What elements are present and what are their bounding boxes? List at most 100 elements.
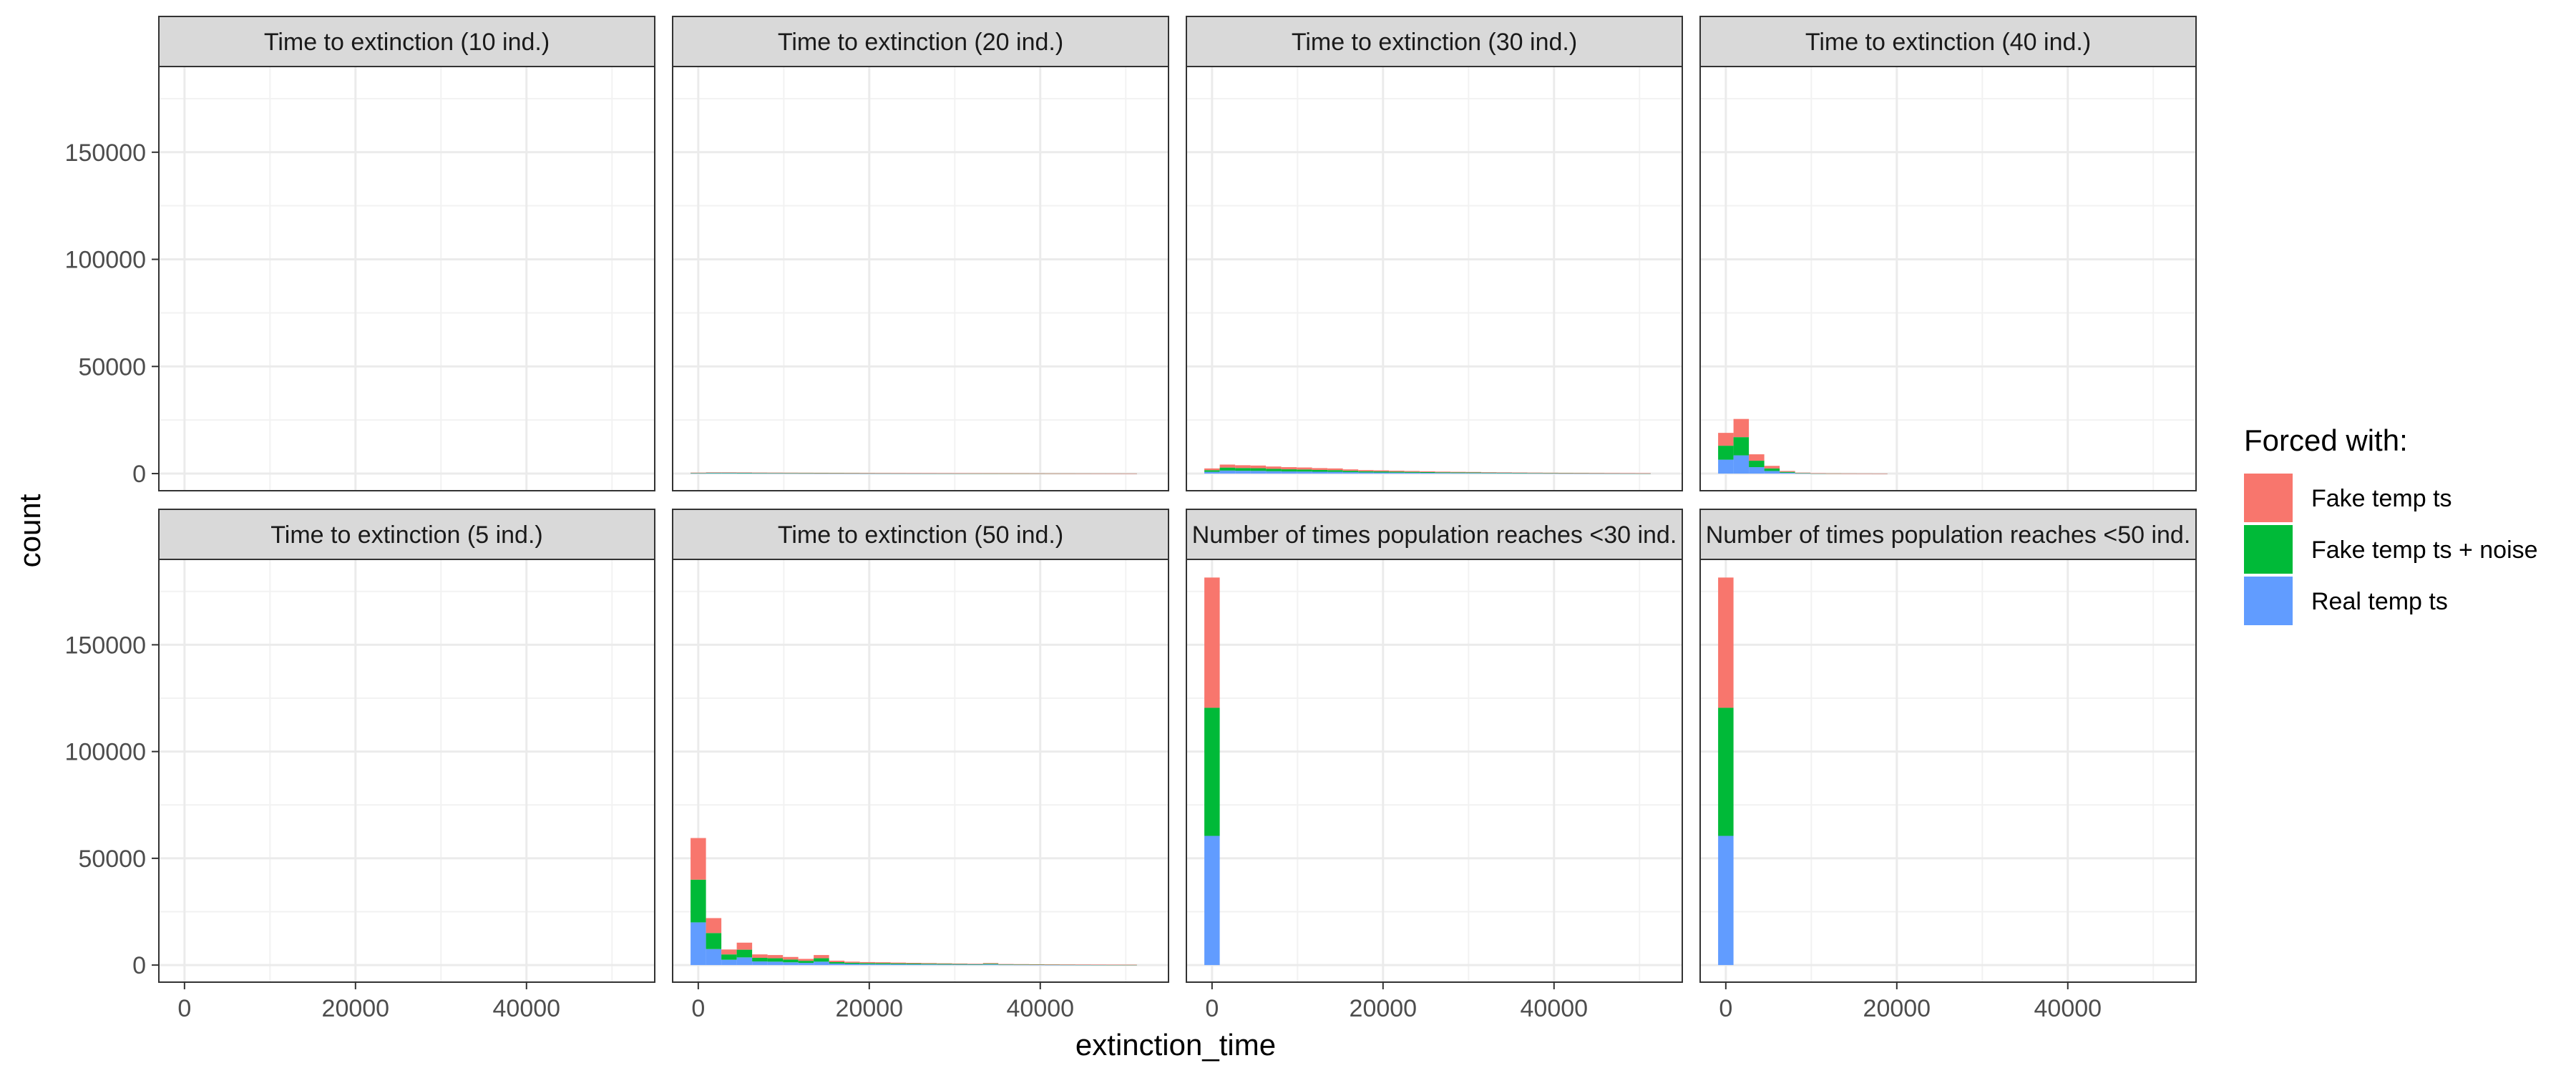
facet-panel-5: Time to extinction (5 ind.) (158, 509, 655, 983)
bar-fake-temp-ts-bin-20 (1496, 472, 1513, 473)
bar-real-temp-ts-bin-13 (1389, 472, 1405, 474)
facet-strip (672, 16, 1169, 67)
bar-fake-temp-ts-noise-bin-2 (706, 933, 722, 949)
panel-background (1700, 559, 2196, 982)
bar-real-temp-ts-bin-11 (844, 964, 860, 966)
bar-fake-temp-ts-noise-bin-7 (783, 473, 799, 474)
x-tick-label: 0 (691, 995, 705, 1022)
bar-real-temp-ts-bin-19 (967, 964, 983, 966)
bar-real-temp-ts-bin-15 (1420, 472, 1435, 474)
bar-fake-temp-ts-noise-bin-3 (721, 472, 737, 474)
bar-fake-temp-ts-noise-bin-18 (1465, 472, 1482, 474)
facet-panel-1: Time to extinction (10 ind.) (158, 16, 655, 491)
bar-fake-temp-ts-noise-bin-19 (967, 964, 983, 965)
bar-fake-temp-ts-bin-10 (1342, 469, 1359, 471)
facet-panel-6: Time to extinction (50 ind.) (672, 509, 1169, 983)
bar-fake-temp-ts-bin-3 (1749, 454, 1765, 461)
bar-real-temp-ts-bin-5 (1780, 472, 1795, 474)
bar-fake-temp-ts-noise-bin-9 (1327, 470, 1343, 472)
facet-strip (1699, 509, 2197, 560)
bar-fake-temp-ts-bin-13 (875, 962, 891, 964)
x-tick-label: 20000 (1863, 995, 1931, 1022)
facet-strip-title: Time to extinction (40 ind.) (1805, 29, 2091, 56)
bar-fake-temp-ts-bin-13 (875, 473, 891, 474)
bar-fake-temp-ts-bin-14 (890, 962, 907, 964)
bar-fake-temp-ts-noise-bin-21 (998, 964, 1014, 965)
bar-real-temp-ts-bin-20 (1496, 473, 1513, 474)
bar-fake-temp-ts-bin-27 (1091, 964, 1106, 966)
bar-fake-temp-ts-bin-24 (1558, 473, 1574, 474)
bar-fake-temp-ts-noise-bin-1 (1204, 470, 1220, 472)
bar-real-temp-ts-bin-10 (1342, 472, 1359, 474)
bar-real-temp-ts-bin-2 (706, 949, 722, 966)
y-tick-label: 150000 (65, 632, 146, 659)
bar-fake-temp-ts-noise-bin-3 (721, 954, 737, 960)
facet-panel-3: Time to extinction (30 ind.) (1186, 16, 1683, 491)
panel-border (672, 559, 1169, 983)
panel-border (1699, 559, 2197, 983)
bar-real-temp-ts-bin-1 (691, 922, 706, 966)
bar-real-temp-ts-bin-18 (952, 964, 968, 966)
panel-background (159, 559, 655, 982)
legend-item-fake-temp-ts: Fake temp ts (2244, 474, 2452, 522)
panel-border (158, 559, 655, 983)
bar-fake-temp-ts-bin-17 (1450, 471, 1466, 473)
bar-fake-temp-ts-bin-4 (1250, 465, 1267, 469)
bar-real-temp-ts-bin-2 (1733, 455, 1750, 474)
bar-fake-temp-ts-bin-14 (890, 473, 907, 474)
bar-fake-temp-ts-bin-2 (1733, 418, 1750, 438)
bar-fake-temp-ts-bin-15 (906, 473, 922, 474)
bar-fake-temp-ts-noise-bin-6 (1795, 473, 1811, 474)
bar-fake-temp-ts-noise-bin-19 (1481, 472, 1497, 474)
panel-background (1186, 559, 1682, 982)
x-tick-label: 40000 (493, 995, 561, 1022)
bar-fake-temp-ts-bin-20 (982, 963, 999, 964)
bar-fake-temp-ts-noise-bin-4 (1250, 468, 1267, 471)
bar-fake-temp-ts-bin-2 (1219, 464, 1236, 468)
bar-fake-temp-ts-noise-bin-13 (875, 963, 891, 964)
x-tick-label: 0 (177, 995, 191, 1022)
panel-background (1186, 67, 1682, 491)
bar-fake-temp-ts-noise-bin-14 (1404, 471, 1420, 473)
bar-real-temp-ts-bin-4 (736, 957, 753, 966)
bar-real-temp-ts-bin-13 (875, 964, 891, 966)
bar-fake-temp-ts-bin-28 (1619, 473, 1636, 474)
bar-fake-temp-ts-noise-bin-5 (752, 473, 768, 474)
bar-fake-temp-ts-noise-bin-22 (1527, 473, 1543, 474)
bar-fake-temp-ts-noise-bin-23 (1029, 964, 1045, 965)
x-tick-label: 40000 (1521, 995, 1589, 1022)
bar-fake-temp-ts-bin-19 (1481, 472, 1497, 473)
bar-real-temp-ts-bin-5 (1266, 471, 1282, 474)
bar-fake-temp-ts-bin-29 (1121, 964, 1137, 966)
bar-fake-temp-ts-noise-bin-20 (1496, 472, 1513, 474)
bar-fake-temp-ts-bin-3 (721, 472, 737, 473)
bar-fake-temp-ts-noise-bin-11 (844, 962, 860, 964)
bar-fake-temp-ts-bin-7 (1297, 467, 1312, 470)
bar-fake-temp-ts-noise-bin-4 (1764, 468, 1780, 471)
bar-fake-temp-ts-bin-1 (1718, 433, 1734, 446)
bar-fake-temp-ts-bin-3 (1235, 465, 1251, 469)
bar-real-temp-ts-bin-3 (1235, 471, 1251, 474)
panel-border (1186, 66, 1683, 491)
legend-swatch (2244, 577, 2293, 625)
facet-strip (672, 509, 1169, 560)
bar-fake-temp-ts-bin-7 (783, 956, 799, 960)
bar-fake-temp-ts-bin-24 (1044, 964, 1060, 965)
bar-fake-temp-ts-noise-bin-11 (1358, 471, 1374, 473)
bar-fake-temp-ts-noise-bin-1 (1718, 446, 1734, 460)
bar-real-temp-ts-bin-1 (1204, 471, 1220, 474)
bar-fake-temp-ts-noise-bin-24 (1558, 473, 1574, 474)
facet-panel-2: Time to extinction (20 ind.) (672, 16, 1169, 491)
facet-strip-title: Time to extinction (10 ind.) (264, 29, 550, 56)
bar-real-temp-ts-bin-15 (906, 964, 922, 966)
bar-real-temp-ts-bin-9 (814, 961, 829, 966)
legend-label: Fake temp ts + noise (2311, 536, 2538, 564)
legend-items: Fake temp ts Fake temp ts + noise Real tem… (2244, 474, 2538, 625)
bar-fake-temp-ts-noise-bin-8 (1312, 469, 1328, 472)
facet-strip-title: Time to extinction (5 ind.) (270, 521, 542, 549)
bar-fake-temp-ts-bin-6 (1795, 472, 1811, 474)
legend: Forced with: Fake temp ts Fake temp ts + … (2244, 423, 2538, 625)
bar-fake-temp-ts-bin-9 (814, 472, 829, 474)
facet-strip (158, 16, 655, 67)
bar-fake-temp-ts-bin-16 (921, 963, 937, 964)
